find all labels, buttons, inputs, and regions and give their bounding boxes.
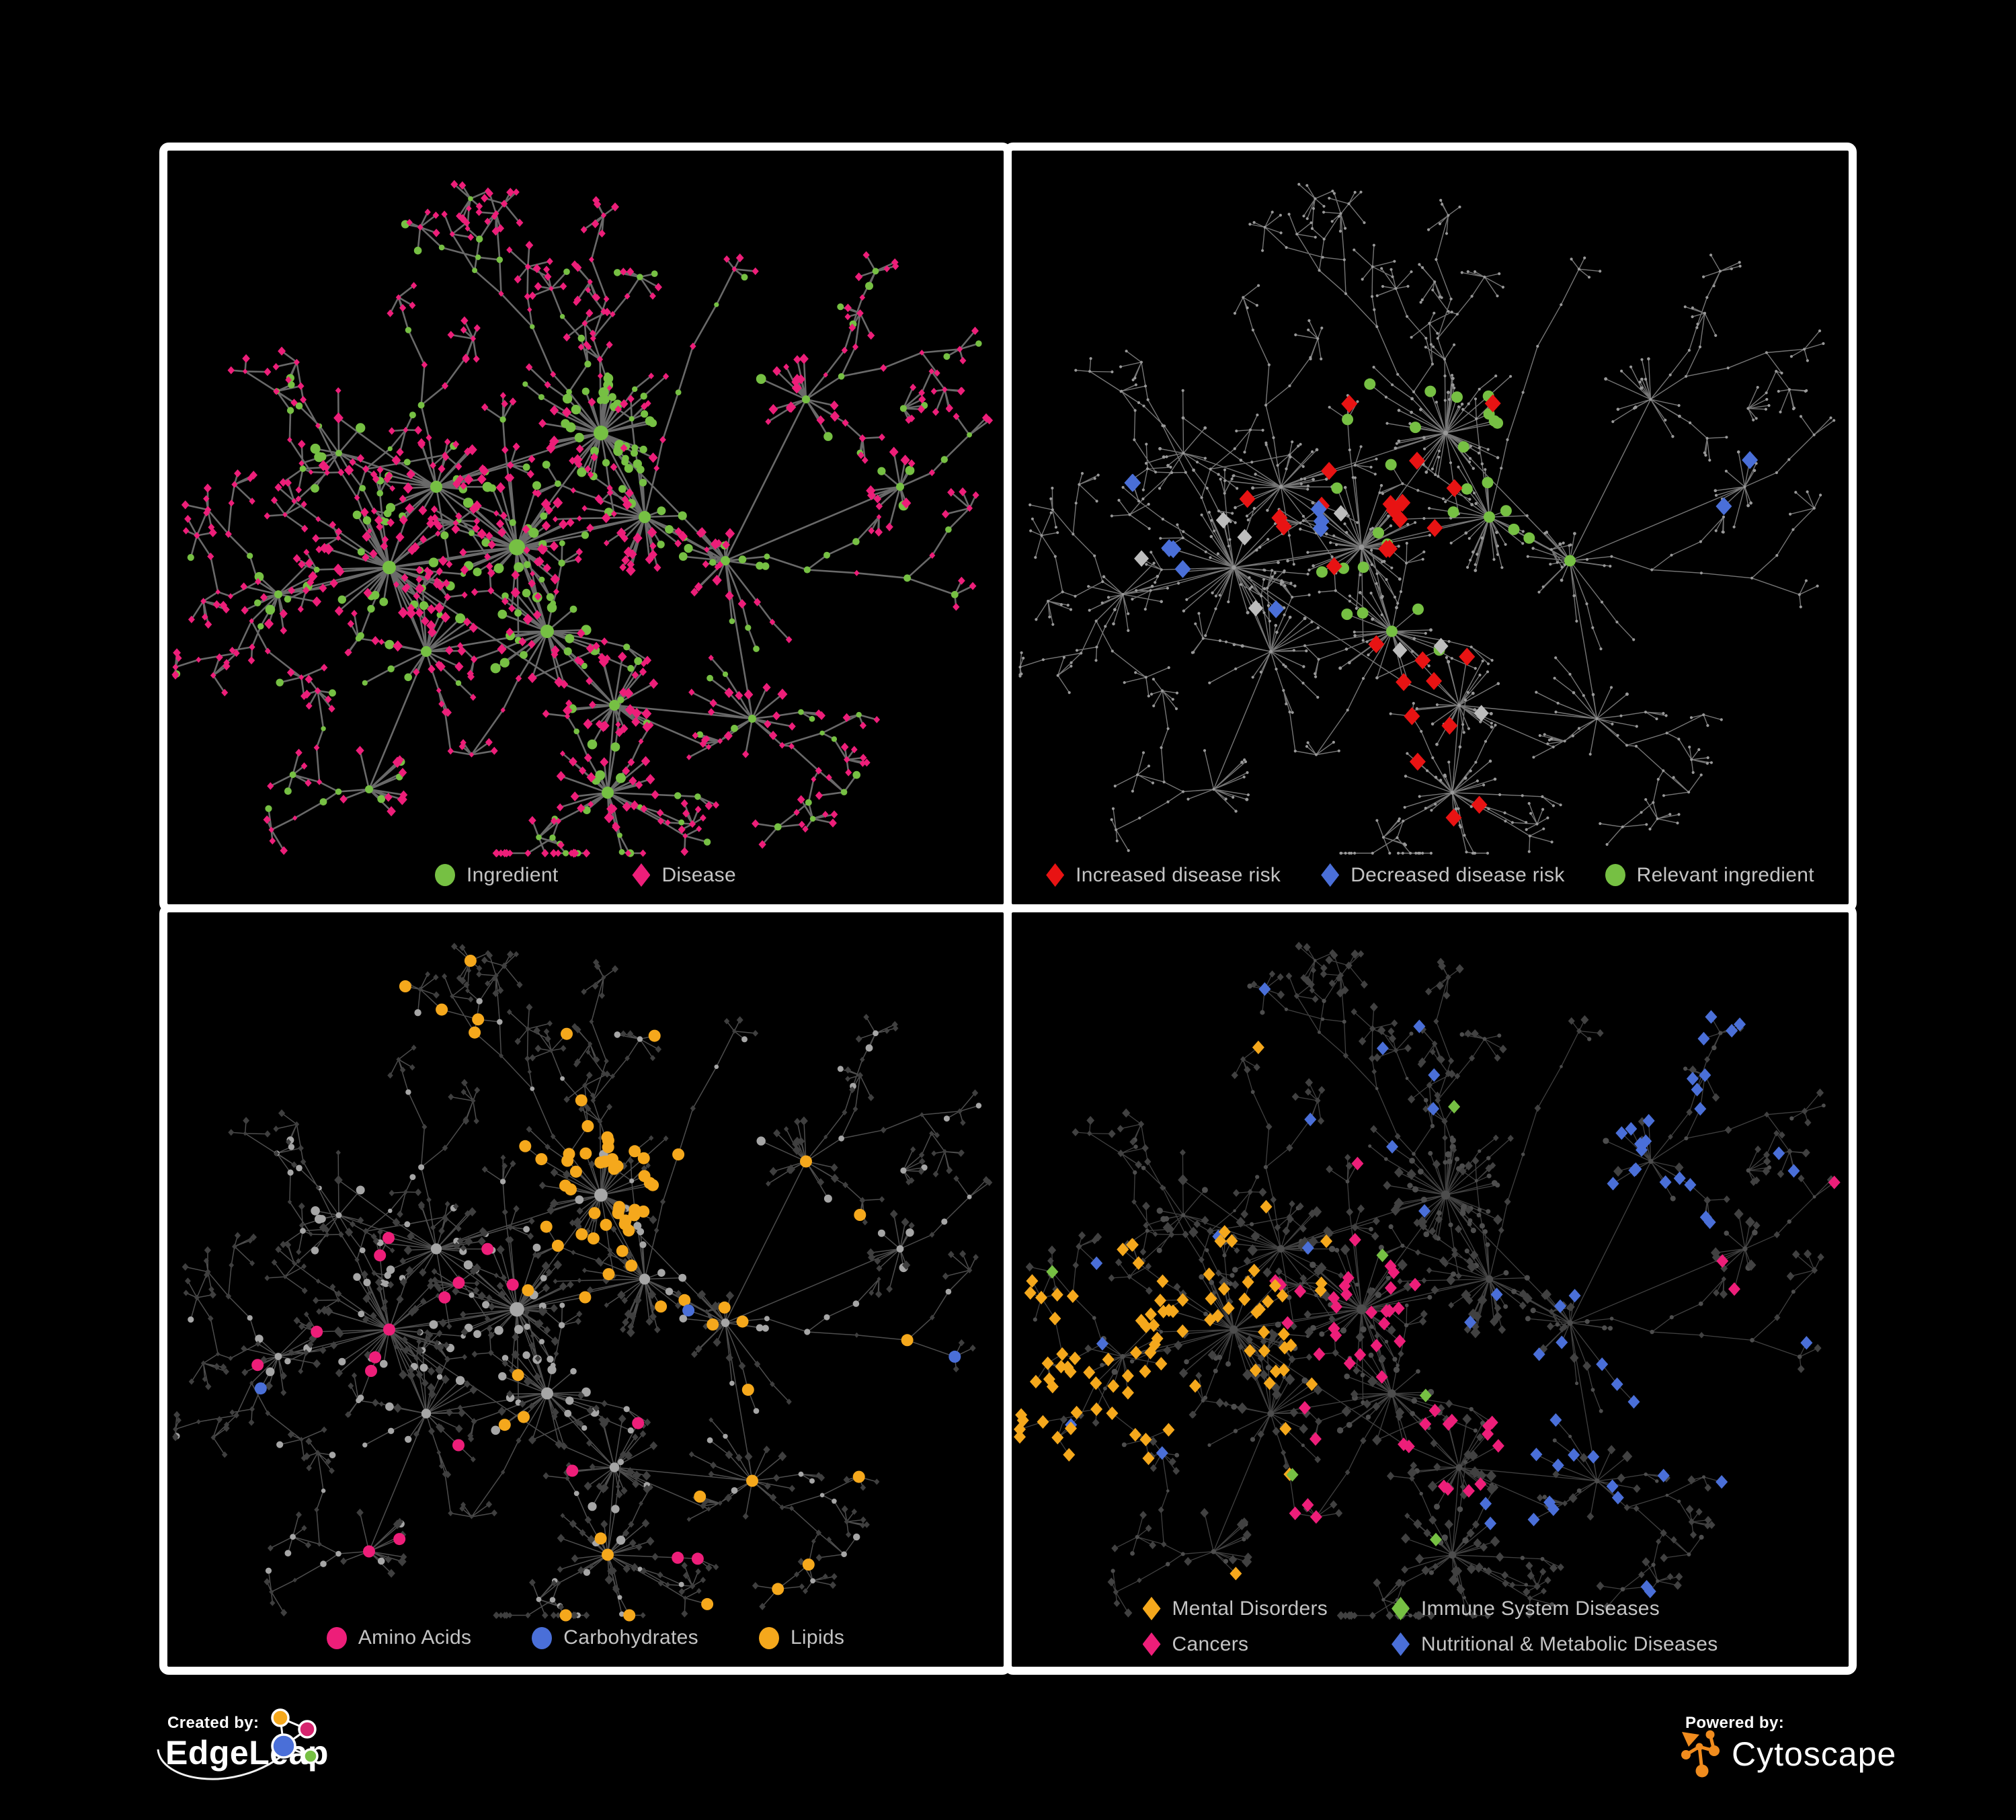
lipids-circle-marker-icon [758, 1626, 779, 1649]
cancers-diamond-marker-icon [1142, 1632, 1161, 1656]
legend-item: Decreased disease risk [1321, 863, 1564, 887]
legend-label: Mental Disorders [1172, 1597, 1328, 1620]
legend-label: Cancers [1172, 1632, 1249, 1655]
panel-disease-classes: Mental Disorders Immune System Diseases … [1004, 904, 1857, 1675]
legend-ingredients-diseases: Ingredient Disease [167, 863, 1004, 887]
legend-item: Carbohydrates [532, 1626, 698, 1649]
legend-item: Cancers [1142, 1632, 1249, 1656]
legend-disease-risk: Increased disease risk Decreased disease… [1012, 863, 1849, 887]
mental-disorders-diamond-marker-icon [1142, 1597, 1161, 1620]
nutritional-metabolic-diseases-diamond-marker-icon [1392, 1632, 1410, 1656]
decreased-risk-diamond-marker-icon [1321, 863, 1340, 887]
panel-ingredients-diseases: Ingredient Disease [159, 143, 1012, 912]
legend-label: Lipids [790, 1626, 845, 1649]
increased-risk-diamond-marker-icon [1046, 863, 1065, 887]
edgeleap-logo-icon [157, 1708, 319, 1780]
legend-label: Decreased disease risk [1350, 863, 1565, 886]
ingredient-circle-marker-icon [435, 864, 456, 886]
legend-label: Relevant ingredient [1636, 863, 1814, 886]
created-by-label: Created by: [167, 1714, 259, 1732]
legend-item: Relevant ingredient [1605, 864, 1814, 887]
carbohydrates-circle-marker-icon [532, 1626, 553, 1649]
network-canvas-ingredient-classes [172, 943, 993, 1622]
powered-by-label: Powered by: [1685, 1714, 1785, 1732]
relevant-ingredient-circle-marker-icon [1605, 864, 1625, 886]
legend-item: Disease [632, 863, 736, 887]
cytoscape-logo-icon [1681, 1730, 1720, 1778]
legend-item: Amino Acids [326, 1626, 472, 1649]
disease-diamond-marker-icon [632, 863, 651, 887]
cytoscape-wordmark: Cytoscape [1732, 1735, 1897, 1773]
network-canvas-ingredients-diseases [171, 180, 994, 858]
legend-ingredient-classes: Amino Acids Carbohydrates Lipids [167, 1626, 1004, 1649]
legend-label: Increased disease risk [1076, 863, 1281, 886]
network-canvas-disease-risk [1018, 183, 1836, 855]
legend-item: Increased disease risk [1046, 863, 1281, 887]
legend-disease-classes: Mental Disorders Immune System Diseases … [1142, 1597, 1718, 1656]
legend-item: Ingredient [435, 864, 558, 887]
panel-disease-risk: Increased disease risk Decreased disease… [1004, 143, 1857, 912]
amino-acids-circle-marker-icon [326, 1626, 347, 1649]
legend-label: Carbohydrates [563, 1626, 698, 1649]
legend-label: Immune System Diseases [1421, 1597, 1660, 1620]
legend-label: Nutritional & Metabolic Diseases [1421, 1632, 1718, 1655]
network-canvas-disease-classes [1014, 941, 1841, 1620]
legend-item: Nutritional & Metabolic Diseases [1392, 1632, 1718, 1656]
legend-item: Lipids [758, 1626, 845, 1649]
legend-item: Immune System Diseases [1392, 1597, 1660, 1620]
legend-item: Mental Disorders [1142, 1597, 1328, 1620]
immune-system-diseases-diamond-marker-icon [1392, 1597, 1410, 1620]
panel-ingredient-classes: Amino Acids Carbohydrates Lipids [159, 904, 1012, 1675]
legend-label: Disease [661, 863, 736, 886]
legend-label: Ingredient [467, 863, 559, 886]
legend-label: Amino Acids [358, 1626, 472, 1649]
